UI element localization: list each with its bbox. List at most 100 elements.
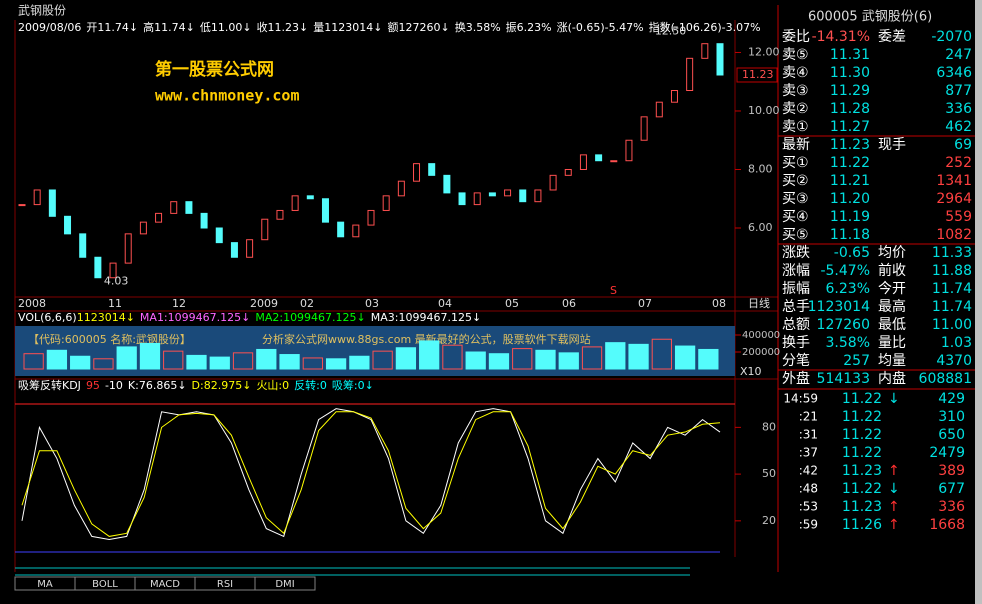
candle (458, 192, 466, 206)
tick-vol: 677 (938, 481, 965, 497)
date-label: 08 (712, 297, 726, 310)
low-label: 4.03 (104, 275, 129, 288)
row-value: 11.22 (830, 155, 870, 171)
period: 日线 (748, 296, 770, 310)
row-value2: 69 (954, 137, 972, 153)
tick-time: :21 (799, 410, 818, 424)
watermark-url: www.chnmoney.com (155, 87, 300, 105)
row-label: 买④ (782, 209, 809, 225)
candle (200, 212, 208, 229)
vol-bar (116, 346, 137, 370)
tick-price: 11.26 (842, 517, 882, 533)
row-label: 买② (782, 173, 809, 189)
row-value2: 2964 (936, 191, 972, 207)
vol-bar (325, 358, 347, 370)
row-value: 514133 (817, 371, 870, 387)
candle (33, 189, 41, 206)
tick-arrow: ↓ (888, 481, 900, 497)
candle (519, 189, 527, 203)
tab[interactable] (254, 576, 316, 591)
header-item: 吸筹:0↓ (332, 378, 374, 392)
candle (443, 174, 451, 194)
header-item: 振6.23% (506, 20, 552, 34)
row-value: -5.47% (820, 263, 870, 279)
row-value2: 247 (945, 47, 972, 63)
row-label: 最新 (782, 137, 810, 153)
kdj-line (21, 411, 721, 537)
row-label: 涨幅 (782, 263, 810, 279)
row-label2: 今开 (878, 281, 906, 297)
candle (64, 215, 72, 235)
date-label: 2008 (18, 297, 46, 310)
candle (473, 192, 481, 206)
y-tick-label: 400000 (742, 330, 780, 341)
row-label: 总额 (782, 317, 810, 333)
y-tick-label: 8.00 (748, 162, 773, 175)
header-item: 换3.58% (455, 20, 501, 34)
tick-time: :53 (799, 500, 818, 514)
row-label2: 内盘 (878, 370, 906, 387)
candle (504, 189, 512, 197)
tab-label: DMI (275, 579, 294, 590)
row-value2: 1341 (936, 173, 972, 189)
header-item: 低11.00↓ (200, 21, 252, 34)
candle (367, 209, 375, 226)
row-label: 换手 (782, 334, 810, 351)
tick-vol: 1668 (929, 517, 965, 533)
date-label: 02 (300, 297, 314, 310)
candle (352, 224, 360, 238)
row-value2: -2070 (931, 29, 972, 45)
vol-bar (302, 357, 323, 370)
row-label2: 委差 (878, 29, 906, 45)
vol-bar (674, 345, 696, 370)
row-value: -0.65 (834, 245, 870, 261)
y-tick-label: 10.00 (748, 104, 780, 117)
vol-bar (651, 338, 672, 370)
row-label: 外盘 (782, 370, 810, 387)
date-label: 05 (505, 297, 519, 310)
header-item: 量1123014↓ (313, 21, 382, 34)
tick-vol: 429 (938, 391, 965, 407)
header-item: K:76.865↓ (128, 379, 187, 392)
row-label2: 均量 (878, 353, 906, 369)
row-value: 11.31 (830, 47, 870, 63)
vol-bar (279, 354, 300, 370)
high-label: 12.50 (655, 25, 687, 38)
candle (534, 189, 542, 203)
row-value: 11.30 (830, 65, 870, 81)
header-item: 反转:0 (294, 378, 327, 392)
vol-label: VOL(6,6,6) (18, 311, 77, 324)
candle (261, 218, 269, 241)
row-value2: 1.03 (941, 335, 972, 351)
date-label: 06 (562, 297, 576, 310)
row-value: 11.19 (830, 209, 870, 225)
last-box (736, 67, 778, 83)
row-value2: 6346 (936, 65, 972, 81)
tick-time: :48 (799, 482, 818, 496)
vol-bar (605, 342, 626, 370)
row-value2: 877 (945, 83, 972, 99)
scrollbar (975, 0, 982, 604)
vol-bar (186, 354, 207, 370)
row-value: 11.27 (830, 119, 870, 135)
vol-bar (349, 355, 370, 370)
row-value2: 11.33 (932, 245, 972, 261)
header-item: 吸筹反转KDJ (18, 378, 81, 392)
row-label2: 现手 (878, 137, 906, 153)
row-label: 卖④ (782, 65, 809, 81)
kdj-header: 吸筹反转KDJ 95 -10 K:76.865↓ D:82.975↓ 火山:0 反转:0 吸筹… (18, 378, 374, 392)
tick-vol: 650 (938, 427, 965, 443)
vol-bar (488, 353, 510, 370)
candle (170, 201, 178, 214)
date-label: 2009 (250, 297, 278, 310)
y-tick-label: 12.00 (748, 45, 780, 58)
vol-bar (395, 347, 417, 370)
candle (397, 180, 405, 197)
row-label2: 最高 (878, 298, 906, 315)
candle (291, 195, 299, 211)
header-item: 涨(-0.65)-5.47% (557, 21, 644, 34)
candle (701, 43, 709, 59)
row-value: 11.20 (830, 191, 870, 207)
tick-time: :59 (799, 518, 818, 532)
